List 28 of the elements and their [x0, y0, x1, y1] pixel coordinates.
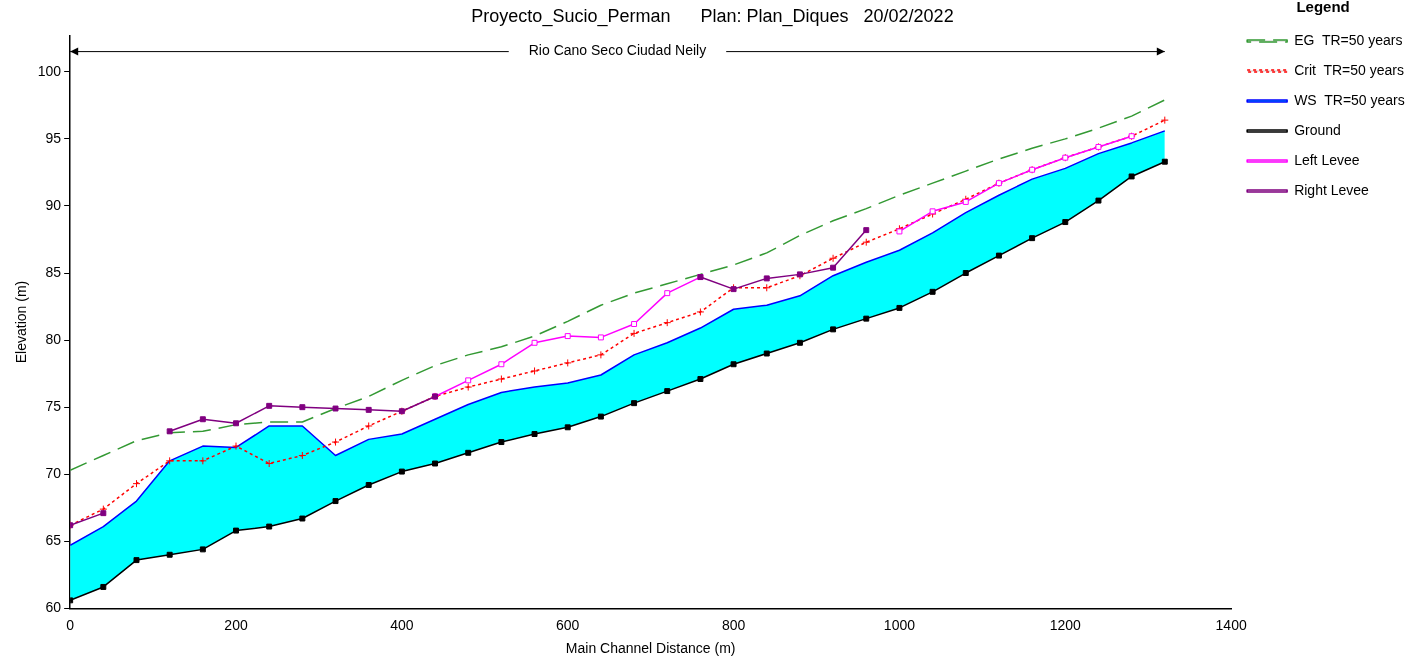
- y-tick-label: 95: [45, 129, 62, 146]
- y-axis-title: Elevation (m): [13, 280, 30, 364]
- legend-title: Legend: [1296, 0, 1350, 15]
- x-tick-label: 400: [390, 616, 414, 633]
- y-tick-label: 65: [45, 532, 62, 549]
- x-tick-label: 1200: [1049, 616, 1082, 633]
- y-tick-label: 85: [45, 263, 62, 280]
- legend-label: EG TR=50 years: [1294, 31, 1403, 48]
- y-tick-label: 70: [45, 465, 62, 482]
- y-tick-label: 80: [45, 330, 62, 347]
- legend-label: Left Levee: [1294, 151, 1360, 168]
- y-tick-label: 75: [45, 398, 62, 415]
- x-tick-label: 600: [556, 616, 580, 633]
- y-tick-label: 100: [37, 62, 62, 79]
- x-tick-label: 200: [224, 616, 248, 633]
- x-tick-label: 1400: [1215, 616, 1247, 633]
- x-tick-label: 800: [721, 616, 746, 633]
- x-axis-title: Main Channel Distance (m): [565, 640, 736, 657]
- x-tick-label: 0: [66, 616, 75, 633]
- legend-label: Crit TR=50 years: [1294, 61, 1404, 78]
- y-tick-label: 90: [45, 196, 62, 213]
- legend-label: Ground: [1294, 121, 1341, 138]
- y-tick-label: 60: [45, 599, 62, 616]
- x-tick-label: 1000: [883, 616, 916, 633]
- annotation: Rio Cano Seco Ciudad Neily: [528, 42, 707, 59]
- legend-label: Right Levee: [1294, 181, 1370, 198]
- legend-label: WS TR=50 years: [1294, 91, 1405, 108]
- chart-title: Proyecto_Sucio_Perman Plan: Plan_Diques 20/02/2022: [471, 5, 954, 27]
